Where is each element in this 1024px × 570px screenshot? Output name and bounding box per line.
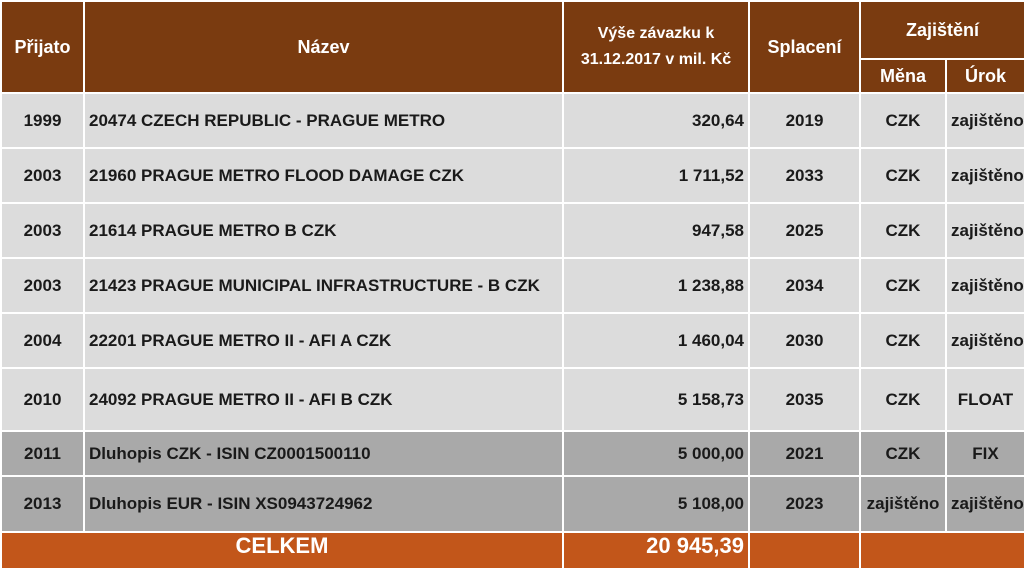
cell-urok: zajištěno: [945, 257, 1024, 314]
cell-urok: zajištěno: [945, 475, 1024, 533]
table-header: Přijato Název Výše závazku k 31.12.2017 …: [0, 0, 1024, 94]
cell-nazev: 20474 CZECH REPUBLIC - PRAGUE METRO: [83, 92, 564, 149]
cell-nazev: 21960 PRAGUE METRO FLOOD DAMAGE CZK: [83, 147, 564, 204]
cell-vyse: 5 000,00: [562, 430, 750, 477]
cell-prijato: 2013: [0, 475, 85, 533]
cell-mena: CZK: [859, 257, 947, 314]
cell-mena: CZK: [859, 147, 947, 204]
cell-prijato: 1999: [0, 92, 85, 149]
cell-prijato: 2004: [0, 312, 85, 369]
total-empty-cell: [748, 531, 861, 570]
cell-splaceni: 2023: [748, 475, 861, 533]
cell-nazev: 22201 PRAGUE METRO II - AFI A CZK: [83, 312, 564, 369]
cell-nazev: Dluhopis EUR - ISIN XS0943724962: [83, 475, 564, 533]
cell-nazev: 24092 PRAGUE METRO II - AFI B CZK: [83, 367, 564, 432]
cell-splaceni: 2025: [748, 202, 861, 259]
cell-splaceni: 2021: [748, 430, 861, 477]
cell-vyse: 1 460,04: [562, 312, 750, 369]
cell-vyse: 320,64: [562, 92, 750, 149]
cell-urok: zajištěno: [945, 312, 1024, 369]
cell-mena: CZK: [859, 202, 947, 259]
cell-prijato: 2010: [0, 367, 85, 432]
cell-urok: FLOAT: [945, 367, 1024, 432]
cell-prijato: 2011: [0, 430, 85, 477]
cell-nazev: 21614 PRAGUE METRO B CZK: [83, 202, 564, 259]
cell-prijato: 2003: [0, 147, 85, 204]
cell-splaceni: 2033: [748, 147, 861, 204]
cell-vyse: 5 108,00: [562, 475, 750, 533]
table-row: 2003 21960 PRAGUE METRO FLOOD DAMAGE CZK…: [0, 147, 1024, 204]
cell-mena: CZK: [859, 430, 947, 477]
cell-mena: CZK: [859, 312, 947, 369]
header-splaceni: Splacení: [748, 0, 861, 94]
cell-mena: CZK: [859, 367, 947, 432]
total-row: CELKEM 20 945,39: [0, 531, 1024, 570]
header-vyse-line2: 31.12.2017 v mil. Kč: [580, 51, 732, 68]
header-zajisteni: Zajištění: [859, 0, 1024, 60]
cell-prijato: 2003: [0, 202, 85, 259]
table-body: 1999 20474 CZECH REPUBLIC - PRAGUE METRO…: [0, 92, 1024, 570]
cell-prijato: 2003: [0, 257, 85, 314]
table-row: 2004 22201 PRAGUE METRO II - AFI A CZK 1…: [0, 312, 1024, 369]
header-prijato: Přijato: [0, 0, 85, 94]
table-row: 2003 21423 PRAGUE MUNICIPAL INFRASTRUCTU…: [0, 257, 1024, 314]
total-empty-cell: [859, 531, 1024, 570]
cell-urok: FIX: [945, 430, 1024, 477]
cell-splaceni: 2034: [748, 257, 861, 314]
cell-urok: zajištěno: [945, 92, 1024, 149]
table-row: 1999 20474 CZECH REPUBLIC - PRAGUE METRO…: [0, 92, 1024, 149]
cell-mena: zajištěno: [859, 475, 947, 533]
header-mena: Měna: [859, 58, 947, 94]
header-nazev: Název: [83, 0, 564, 94]
header-vyse: Výše závazku k 31.12.2017 v mil. Kč: [562, 0, 750, 94]
cell-urok: zajištěno: [945, 147, 1024, 204]
table-row: 2003 21614 PRAGUE METRO B CZK 947,58 202…: [0, 202, 1024, 259]
total-label: CELKEM: [0, 531, 564, 570]
cell-splaceni: 2019: [748, 92, 861, 149]
header-vyse-line1: Výše závazku k: [597, 25, 715, 42]
cell-vyse: 947,58: [562, 202, 750, 259]
cell-splaceni: 2035: [748, 367, 861, 432]
header-urok: Úrok: [945, 58, 1024, 94]
cell-vyse: 1 711,52: [562, 147, 750, 204]
table-row: 2011 Dluhopis CZK - ISIN CZ0001500110 5 …: [0, 430, 1024, 477]
cell-vyse: 5 158,73: [562, 367, 750, 432]
cell-splaceni: 2030: [748, 312, 861, 369]
table-row: 2013 Dluhopis EUR - ISIN XS0943724962 5 …: [0, 475, 1024, 533]
cell-nazev: 21423 PRAGUE MUNICIPAL INFRASTRUCTURE - …: [83, 257, 564, 314]
cell-nazev: Dluhopis CZK - ISIN CZ0001500110: [83, 430, 564, 477]
cell-urok: zajištěno: [945, 202, 1024, 259]
table-row: 2010 24092 PRAGUE METRO II - AFI B CZK 5…: [0, 367, 1024, 432]
cell-mena: CZK: [859, 92, 947, 149]
cell-vyse: 1 238,88: [562, 257, 750, 314]
total-value: 20 945,39: [562, 531, 750, 570]
